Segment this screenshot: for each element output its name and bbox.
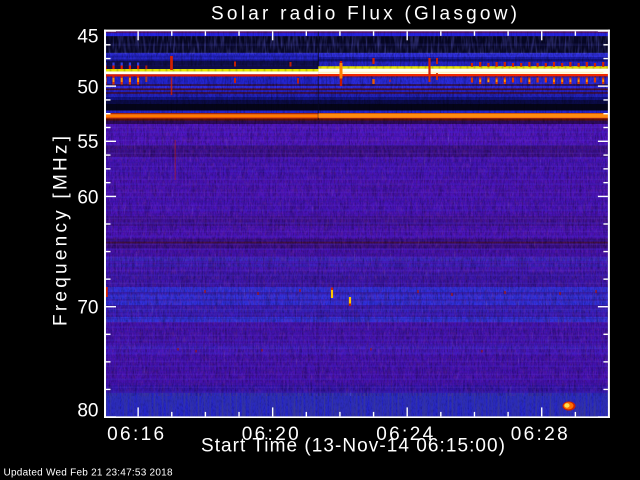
svg-text:45: 45 — [77, 27, 98, 48]
svg-text:50: 50 — [77, 77, 98, 98]
svg-text:55: 55 — [77, 132, 98, 153]
svg-text:Updated Wed Feb 21 23:47:53 20: Updated Wed Feb 21 23:47:53 2018 — [4, 468, 173, 479]
svg-text:06:24: 06:24 — [376, 424, 433, 445]
svg-text:06:16: 06:16 — [107, 424, 164, 445]
svg-text:Solar radio Flux (Glasgow): Solar radio Flux (Glasgow) — [211, 4, 517, 25]
svg-text:70: 70 — [77, 298, 98, 319]
svg-text:06:28: 06:28 — [511, 424, 568, 445]
svg-text:06:20: 06:20 — [242, 424, 299, 445]
svg-text:Frequency [MHz]: Frequency [MHz] — [51, 136, 72, 326]
svg-text:80: 80 — [77, 401, 98, 422]
svg-text:60: 60 — [77, 187, 98, 208]
svg-text:Start Time (13-Nov-14 06:15:00: Start Time (13-Nov-14 06:15:00) — [201, 436, 505, 457]
